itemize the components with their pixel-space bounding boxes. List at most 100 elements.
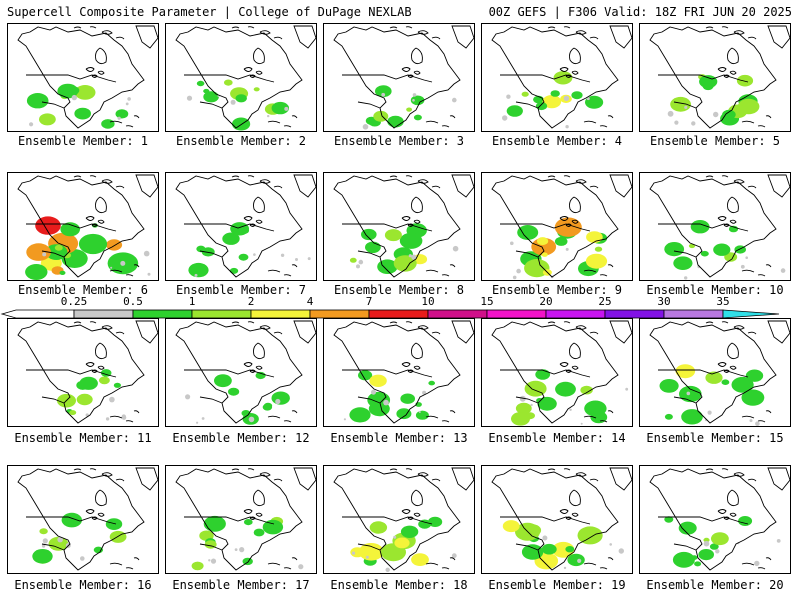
scp-contour <box>521 91 529 97</box>
great-lake-outline <box>97 219 105 224</box>
scp-contour <box>375 85 392 98</box>
greenland-outline <box>135 467 158 491</box>
coastline <box>333 468 461 571</box>
scp-speckle <box>506 94 511 99</box>
island-outline <box>599 567 608 570</box>
hudson-bay-outline <box>411 47 423 65</box>
scp-contour <box>191 561 204 571</box>
great-lake-outline <box>413 70 421 75</box>
scp-speckle <box>577 558 582 563</box>
great-lake-outline <box>723 516 730 520</box>
map-canvas <box>649 174 790 280</box>
scp-contour <box>48 536 69 551</box>
colorbar-segment <box>250 309 311 319</box>
scp-speckle <box>713 111 719 118</box>
us-canada-border <box>342 369 433 378</box>
us-mexico-border <box>673 396 697 404</box>
scp-contour <box>571 91 583 100</box>
scp-speckle <box>618 548 624 554</box>
scp-speckle <box>519 395 526 402</box>
scp-contour <box>74 107 91 120</box>
great-lake-outline <box>559 509 569 514</box>
scp-speckle <box>412 93 417 97</box>
hudson-bay-outline <box>569 342 581 360</box>
colorbar-tick-label: 30 <box>657 295 671 308</box>
scp-contour <box>664 413 673 420</box>
greenland-outline <box>609 320 632 344</box>
scp-speckle <box>127 97 131 101</box>
island-outline <box>733 179 745 184</box>
island-outline <box>231 321 240 324</box>
scp-speckle <box>110 266 113 269</box>
great-lake-outline <box>85 509 95 514</box>
scp-contour <box>78 233 108 255</box>
island-outline <box>417 30 429 35</box>
island-outline <box>449 410 456 414</box>
great-lake-outline <box>255 365 263 370</box>
great-lake-outline <box>91 74 98 78</box>
scp-contour <box>511 412 530 426</box>
scp-speckle <box>117 116 121 120</box>
scp-speckle <box>201 417 205 420</box>
great-lake-outline <box>401 216 411 221</box>
scp-speckle <box>80 556 85 561</box>
island-outline <box>133 115 140 119</box>
scp-contour <box>590 411 608 424</box>
scp-contour <box>39 528 48 535</box>
scp-speckle <box>120 260 126 266</box>
greenland-outline <box>451 467 474 491</box>
scp-speckle <box>248 416 255 423</box>
island-outline <box>89 175 97 178</box>
ensemble-member-label: Ensemble Member: 2 <box>175 134 307 148</box>
scp-speckle <box>684 105 688 109</box>
island-outline <box>575 30 587 35</box>
island-outline <box>115 478 125 482</box>
scp-contour <box>203 515 226 532</box>
island-outline <box>757 420 766 423</box>
us-canada-border <box>500 516 591 525</box>
scp-contour <box>201 247 215 257</box>
colorbar-tick-label: 7 <box>365 295 373 308</box>
coastline <box>649 175 777 278</box>
scp-contour <box>506 105 523 117</box>
colorbar-segment <box>486 309 547 319</box>
great-lake-outline <box>243 509 253 514</box>
island-outline <box>733 472 745 477</box>
island-outline <box>563 175 571 178</box>
colorbar-segment <box>191 309 252 319</box>
scp-speckle <box>563 95 570 102</box>
great-lake-outline <box>723 74 730 78</box>
scp-contour <box>553 71 573 85</box>
scp-speckle <box>109 396 115 403</box>
scp-contour <box>113 382 121 388</box>
scp-contour <box>25 264 48 280</box>
scp-contour <box>369 374 387 387</box>
great-lake-outline <box>249 74 256 78</box>
great-lake-outline <box>97 512 105 517</box>
scp-contour <box>679 385 702 403</box>
great-lake-outline <box>717 509 727 514</box>
great-lake-outline <box>729 512 737 517</box>
scp-contour <box>738 516 753 526</box>
colorbar-low-arrow <box>0 309 75 319</box>
scp-contour <box>394 537 410 549</box>
greenland-outline <box>451 320 474 344</box>
scp-contour <box>79 376 98 390</box>
scp-contour <box>702 82 714 91</box>
great-lake-outline <box>91 516 98 520</box>
great-lake-outline <box>559 67 569 72</box>
scp-contour <box>232 117 251 131</box>
island-outline <box>721 468 729 471</box>
greenland-outline <box>135 174 158 198</box>
scp-contour <box>271 391 290 405</box>
us-mexico-border <box>673 101 697 109</box>
island-outline <box>231 175 240 178</box>
scp-speckle <box>351 551 356 555</box>
colorbar-segment <box>663 309 724 319</box>
us-canada-border <box>658 74 749 83</box>
scp-speckle <box>569 408 572 411</box>
island-outline <box>599 125 608 128</box>
scp-speckle <box>686 391 691 396</box>
scp-contour <box>54 244 63 251</box>
scp-contour <box>32 549 53 564</box>
